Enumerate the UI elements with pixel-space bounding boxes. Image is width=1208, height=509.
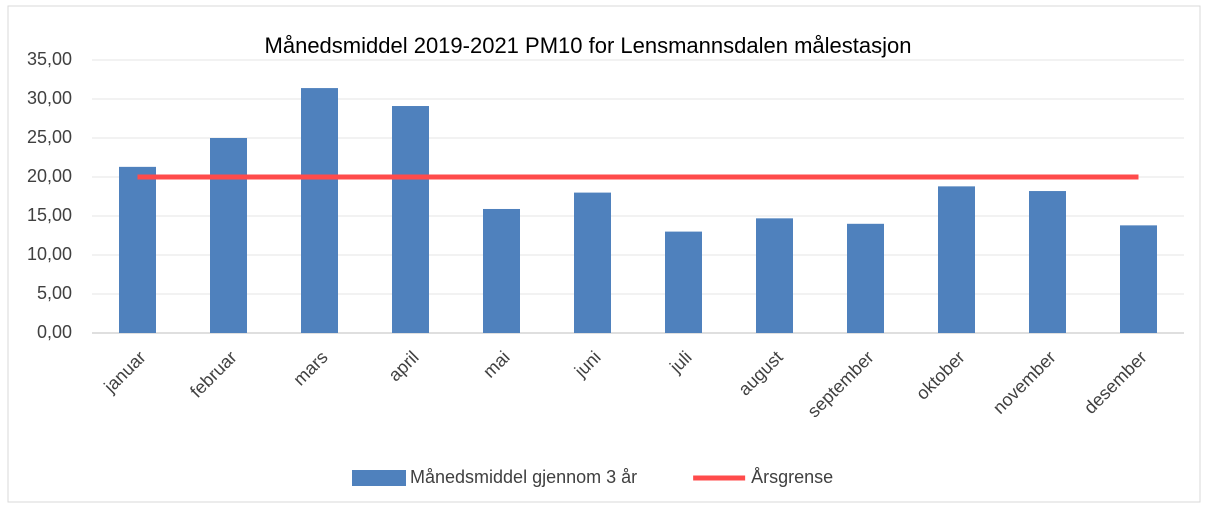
y-tick-label: 0,00 <box>37 322 72 342</box>
bar <box>756 218 793 333</box>
bar <box>301 88 338 333</box>
y-tick-label: 10,00 <box>27 244 72 264</box>
chart-title: Månedsmiddel 2019-2021 PM10 for Lensmann… <box>265 33 912 58</box>
legend-label: Månedsmiddel gjennom 3 år <box>410 467 637 487</box>
bar <box>210 138 247 333</box>
legend-label: Årsgrense <box>751 467 833 487</box>
bar <box>574 192 611 333</box>
bar <box>847 223 884 333</box>
bar <box>483 208 520 333</box>
bar <box>119 166 156 333</box>
bar <box>392 106 429 334</box>
bar <box>1029 191 1066 333</box>
bar <box>665 231 702 333</box>
y-tick-label: 5,00 <box>37 283 72 303</box>
y-tick-label: 20,00 <box>27 166 72 186</box>
legend-swatch <box>352 470 406 486</box>
bar <box>938 186 975 333</box>
y-tick-label: 35,00 <box>27 49 72 69</box>
y-tick-label: 30,00 <box>27 88 72 108</box>
bar <box>1120 225 1157 333</box>
y-tick-label: 25,00 <box>27 127 72 147</box>
y-tick-label: 15,00 <box>27 205 72 225</box>
